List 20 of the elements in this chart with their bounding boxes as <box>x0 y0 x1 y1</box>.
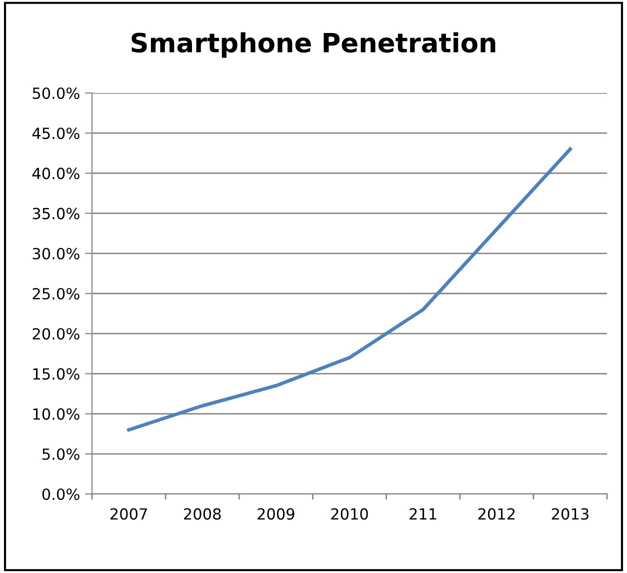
y-tick-label: 35.0% <box>32 208 80 220</box>
chart-title: Smartphone Penetration <box>132 32 496 58</box>
y-tick-label: 15.0% <box>33 368 80 380</box>
x-tick-label: 2008 <box>184 508 221 520</box>
x-tick-label: 2009 <box>258 508 294 520</box>
y-tick-label: 5.0% <box>42 448 80 460</box>
x-tick-label: 2013 <box>552 508 588 520</box>
y-tick-label: 25.0% <box>32 288 80 300</box>
x-tick-label: 2010 <box>331 508 368 520</box>
y-tick-label: 40.0% <box>32 168 80 180</box>
y-tick-label: 20.0% <box>32 328 80 340</box>
y-tick-label: 30.0% <box>32 248 80 260</box>
x-tick-label: 2007 <box>110 508 147 520</box>
y-tick-label: 45.0% <box>32 128 80 140</box>
line-series <box>127 147 572 432</box>
y-tick-label: 50.0% <box>32 87 80 100</box>
y-tick-label: 10.0% <box>33 408 80 420</box>
y-tick-label: 0.0% <box>42 488 80 500</box>
x-tick-label: 211 <box>410 508 436 520</box>
x-tick-label: 2012 <box>478 508 515 520</box>
